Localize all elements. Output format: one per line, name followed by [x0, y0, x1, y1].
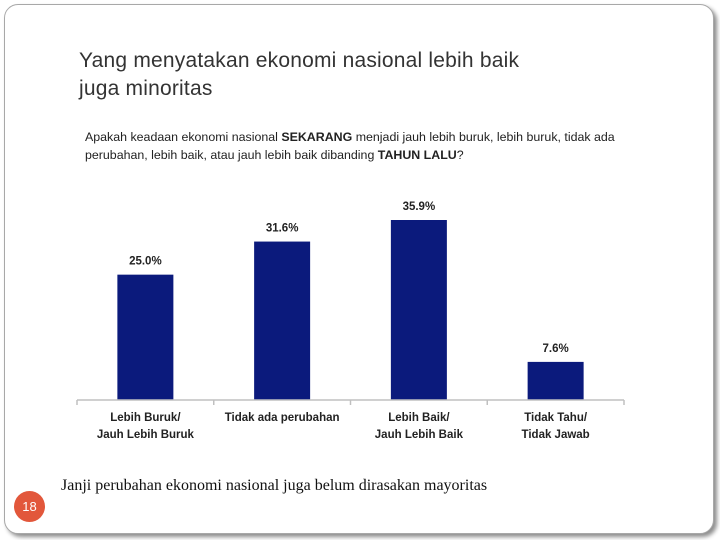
slide-title: Yang menyatakan ekonomi nasional lebih b… [79, 47, 639, 103]
slide-title-line2: juga minoritas [79, 77, 213, 100]
data-label-2: 31.6% [266, 223, 299, 235]
bar-2 [254, 241, 311, 400]
bar-3 [390, 220, 447, 400]
slide-title-line1: Yang menyatakan ekonomi nasional lebih b… [79, 49, 520, 72]
data-label-3: 35.9% [403, 201, 436, 213]
slide-frame [4, 4, 714, 534]
category-label-3-line-1: Lebih Baik/ [388, 412, 450, 424]
page-number: 18 [22, 499, 37, 514]
question-text-3: ? [456, 148, 464, 162]
data-label-1: 25.0% [129, 256, 162, 268]
bar-4 [527, 361, 584, 400]
question-text-2: menjadi jauh lebih buruk, lebih buruk, t… [85, 130, 615, 162]
category-label-1-line-2: Jauh Lebih Buruk [97, 429, 195, 441]
category-label-2-line-1: Tidak ada perubahan [225, 412, 340, 424]
category-label-4-line-2: Tidak Jawab [522, 429, 590, 441]
footnote: Janji perubahan ekonomi nasional juga be… [61, 477, 488, 494]
page-number-badge: 18 [14, 491, 45, 522]
question-emphasis-now: SEKARANG [281, 130, 353, 144]
question-text-1: Apakah keadaan ekonomi nasional [85, 130, 282, 144]
category-label-3-line-2: Jauh Lebih Baik [375, 429, 464, 441]
survey-question: Apakah keadaan ekonomi nasional SEKARANG… [85, 128, 665, 164]
category-label-1-line-1: Lebih Buruk/ [110, 412, 181, 424]
category-label-4-line-1: Tidak Tahu/ [524, 412, 588, 424]
bar-1 [117, 274, 174, 400]
data-label-4: 7.6% [543, 343, 569, 355]
question-emphasis-last-year: TAHUN LALU [377, 148, 457, 162]
